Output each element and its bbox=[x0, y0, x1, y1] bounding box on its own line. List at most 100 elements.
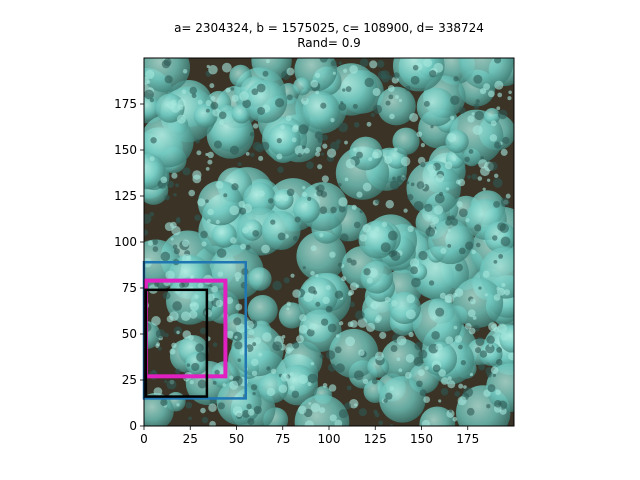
foliage-speckle bbox=[276, 153, 283, 160]
foliage-speckle bbox=[475, 99, 480, 104]
foliage-speckle bbox=[369, 60, 378, 69]
foliage-speckle bbox=[351, 204, 357, 210]
foliage-speckle bbox=[290, 273, 295, 278]
foliage-speckle bbox=[278, 384, 288, 393]
foliage-speckle bbox=[440, 247, 447, 255]
foliage-speckle bbox=[217, 271, 224, 278]
tree-crown bbox=[193, 104, 218, 128]
foliage-speckle bbox=[433, 205, 444, 215]
y-axis-ticks: 0 25 50 75 100 125 150 175 bbox=[114, 97, 144, 433]
foliage-speckle bbox=[162, 291, 171, 300]
foliage-speckle bbox=[487, 384, 496, 393]
foliage-speckle bbox=[338, 409, 349, 419]
foliage-speckle bbox=[189, 303, 193, 307]
foliage-speckle bbox=[487, 90, 495, 98]
foliage-speckle bbox=[487, 178, 491, 182]
foliage-speckle bbox=[206, 293, 215, 302]
foliage-speckle bbox=[384, 155, 393, 164]
foliage-speckle bbox=[171, 172, 178, 179]
foliage-speckle bbox=[201, 241, 207, 247]
foliage-speckle bbox=[435, 307, 445, 317]
foliage-speckle bbox=[192, 302, 197, 307]
foliage-speckle bbox=[423, 100, 430, 107]
foliage-speckle bbox=[387, 85, 395, 92]
foliage-speckle bbox=[209, 420, 216, 426]
foliage-speckle bbox=[483, 389, 491, 397]
foliage-speckle bbox=[237, 162, 242, 166]
tree-crown bbox=[144, 114, 194, 168]
foliage-speckle bbox=[440, 387, 449, 396]
foliage-speckle bbox=[371, 378, 378, 385]
y-tick-label: 50 bbox=[122, 327, 137, 341]
foliage-speckle bbox=[423, 58, 433, 68]
foliage-speckle bbox=[475, 337, 485, 346]
y-tick-label: 100 bbox=[114, 235, 137, 249]
foliage-speckle bbox=[336, 139, 341, 145]
foliage-speckle bbox=[479, 350, 488, 358]
foliage-speckle bbox=[407, 225, 414, 233]
foliage-speckle bbox=[265, 59, 270, 64]
foliage-speckle bbox=[302, 266, 306, 270]
foliage-speckle bbox=[497, 109, 508, 120]
foliage-speckle bbox=[354, 403, 358, 407]
foliage-speckle bbox=[247, 417, 255, 426]
foliage-speckle bbox=[497, 323, 508, 334]
foliage-speckle bbox=[286, 94, 293, 101]
foliage-speckle bbox=[435, 343, 443, 351]
foliage-speckle bbox=[434, 193, 445, 204]
foliage-speckle bbox=[346, 385, 352, 391]
foliage-speckle bbox=[308, 401, 312, 405]
foliage-speckle bbox=[344, 402, 352, 410]
foliage-speckle bbox=[492, 178, 503, 188]
foliage-speckle bbox=[285, 347, 292, 354]
foliage-speckle bbox=[482, 270, 490, 278]
foliage-speckle bbox=[492, 235, 498, 241]
y-tick-label: 75 bbox=[122, 281, 137, 295]
tree-crown bbox=[388, 291, 421, 325]
foliage-speckle bbox=[285, 115, 292, 122]
foliage-speckle bbox=[235, 277, 240, 282]
foliage-speckle bbox=[196, 150, 202, 156]
foliage-speckle bbox=[458, 106, 466, 114]
x-tick-label: 75 bbox=[275, 432, 290, 446]
foliage-speckle bbox=[314, 72, 321, 79]
foliage-speckle bbox=[153, 387, 163, 397]
foliage-speckle bbox=[475, 347, 482, 354]
foliage-speckle bbox=[358, 408, 367, 417]
tree-crown bbox=[478, 342, 503, 366]
foliage-speckle bbox=[439, 292, 447, 299]
foliage-speckle bbox=[410, 182, 415, 187]
foliage-speckle bbox=[341, 276, 347, 282]
foliage-speckle bbox=[197, 99, 203, 105]
foliage-speckle bbox=[375, 351, 384, 361]
foliage-speckle bbox=[390, 251, 401, 261]
foliage-speckle bbox=[212, 342, 218, 347]
foliage-speckle bbox=[444, 161, 453, 170]
foliage-speckle bbox=[313, 290, 318, 295]
foliage-speckle bbox=[329, 414, 337, 422]
foliage-speckle bbox=[496, 358, 503, 366]
foliage-speckle bbox=[347, 321, 354, 328]
foliage-speckle bbox=[192, 174, 202, 184]
foliage-speckle bbox=[494, 80, 504, 90]
foliage-speckle bbox=[173, 248, 180, 255]
foliage-speckle bbox=[364, 77, 374, 88]
foliage-speckle bbox=[338, 262, 343, 267]
foliage-speckle bbox=[320, 152, 325, 156]
foliage-speckle bbox=[200, 230, 208, 239]
foliage-speckle bbox=[210, 101, 219, 110]
foliage-speckle bbox=[213, 140, 223, 149]
foliage-speckle bbox=[398, 98, 402, 103]
foliage-speckle bbox=[384, 296, 391, 303]
foliage-speckle bbox=[304, 202, 308, 206]
foliage-speckle bbox=[449, 115, 455, 120]
foliage-speckle bbox=[396, 335, 407, 346]
foliage-speckle bbox=[176, 330, 180, 335]
foliage-speckle bbox=[474, 224, 482, 232]
foliage-speckle bbox=[454, 391, 460, 397]
foliage-speckle bbox=[268, 198, 274, 204]
foliage-speckle bbox=[394, 94, 399, 99]
foliage-speckle bbox=[368, 157, 373, 162]
foliage-speckle bbox=[149, 211, 155, 217]
foliage-speckle bbox=[241, 226, 249, 234]
